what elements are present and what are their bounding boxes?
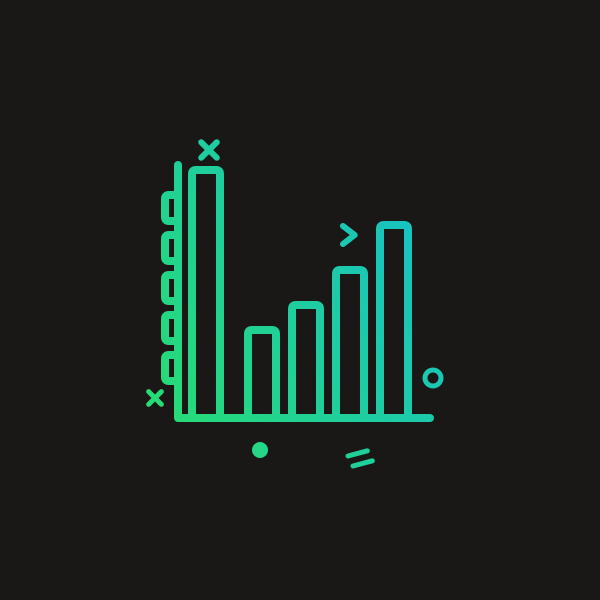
chart-icon-canvas bbox=[0, 0, 600, 600]
dot-icon bbox=[252, 442, 268, 458]
chart-bar-icon bbox=[0, 0, 600, 600]
background bbox=[0, 0, 600, 600]
